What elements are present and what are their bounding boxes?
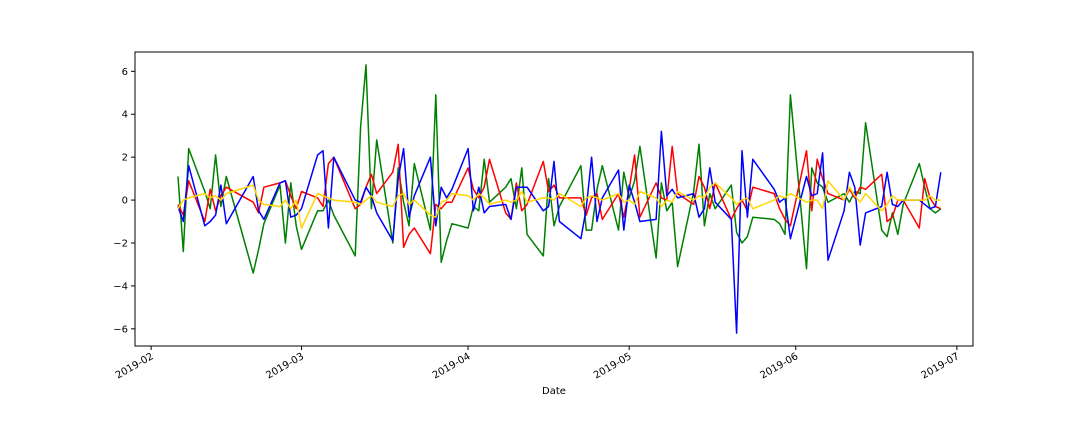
series-line-1	[177, 64, 942, 274]
x-axis-label: Date	[542, 386, 566, 397]
series-line-3	[177, 130, 942, 334]
y-tick-label: 4	[122, 110, 128, 121]
y-tick-label: 6	[122, 67, 128, 78]
y-tick-label: 2	[122, 153, 128, 164]
plot-frame	[134, 51, 974, 347]
x-tick-label: 2019-02	[114, 351, 156, 381]
x-tick-label: 2019-07	[920, 351, 962, 381]
x-axis: 2019-02 2019-03 2019-04 2019-05 2019-06 2019-…	[114, 346, 961, 381]
y-axis: −6 −4 −2 0 2 4 6	[113, 67, 135, 335]
series-layer	[177, 64, 942, 334]
x-tick-label: 2019-03	[264, 351, 306, 381]
y-tick-label: −2	[113, 238, 128, 249]
x-tick-label: 2019-04	[431, 351, 473, 381]
y-tick-label: 0	[122, 196, 128, 207]
x-tick-label: 2019-06	[759, 351, 801, 381]
x-tick-label: 2019-05	[592, 351, 634, 381]
y-tick-label: −6	[113, 324, 128, 335]
y-tick-label: −4	[113, 281, 128, 292]
series-line-4	[177, 180, 941, 229]
series-line-2	[177, 143, 942, 255]
